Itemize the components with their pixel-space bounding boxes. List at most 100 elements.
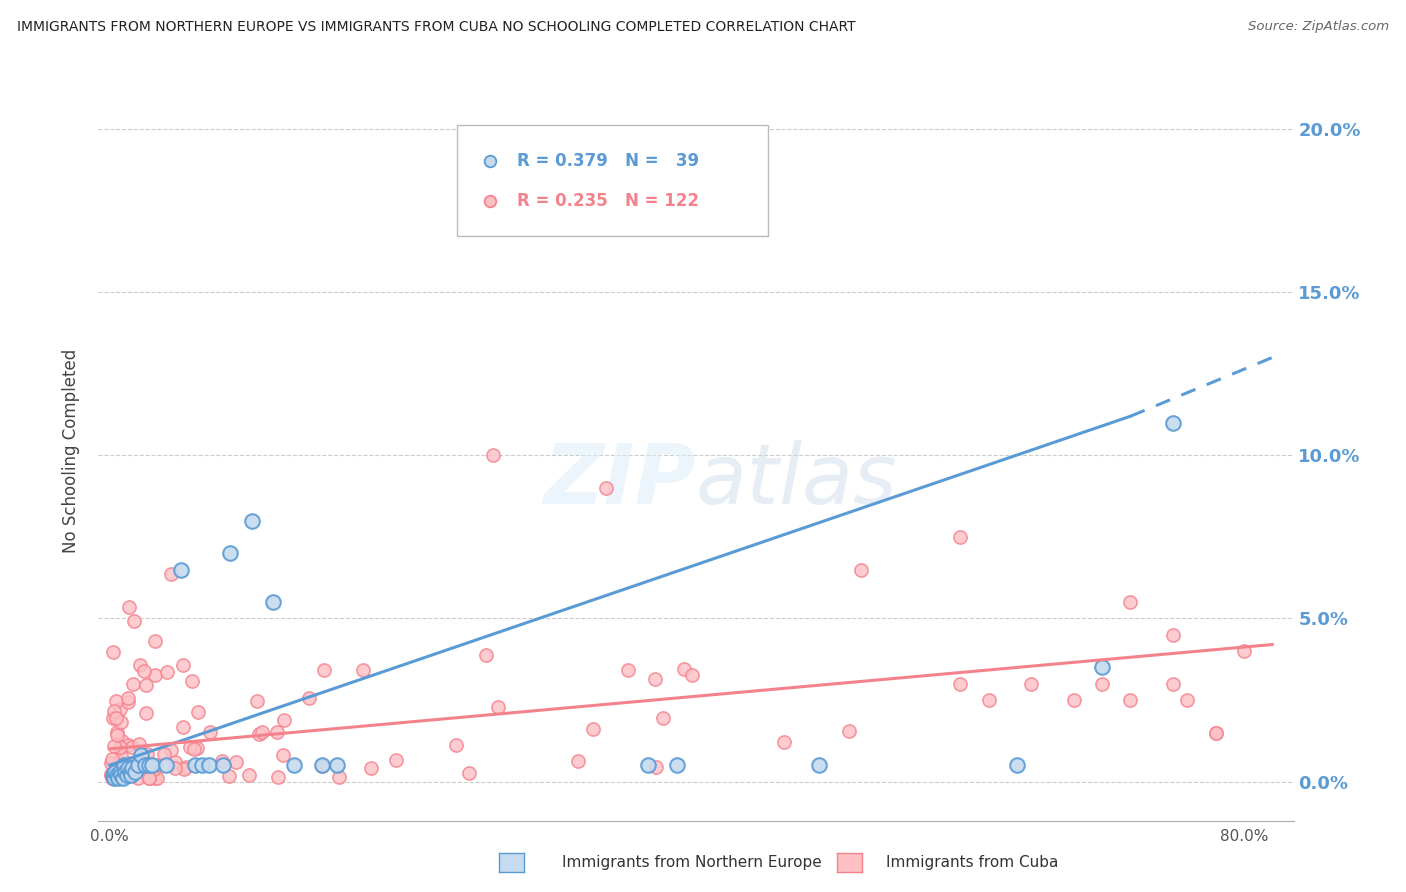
- Point: [117, 739, 139, 753]
- Point: [115, 769, 138, 783]
- Point: [101, 645, 124, 659]
- Point: [1175, 693, 1198, 707]
- Point: [246, 694, 269, 708]
- Point: [481, 448, 503, 462]
- Text: R = 0.235   N = 122: R = 0.235 N = 122: [517, 193, 699, 211]
- Point: [458, 765, 481, 780]
- Point: [129, 748, 152, 763]
- Point: [266, 725, 288, 739]
- Point: [115, 758, 138, 772]
- Point: [1233, 644, 1256, 658]
- Point: [105, 768, 128, 782]
- Text: atlas: atlas: [696, 440, 897, 521]
- Point: [250, 725, 273, 739]
- Point: [225, 756, 247, 770]
- Point: [219, 546, 242, 560]
- Point: [114, 762, 136, 776]
- Point: [198, 758, 221, 772]
- Point: [949, 676, 972, 690]
- Point: [104, 764, 127, 779]
- Point: [143, 762, 166, 776]
- Point: [110, 761, 132, 775]
- Point: [129, 658, 152, 673]
- Point: [582, 722, 605, 736]
- Point: [617, 663, 640, 677]
- Point: [145, 667, 167, 681]
- Y-axis label: No Schooling Completed: No Schooling Completed: [62, 349, 80, 552]
- Point: [165, 755, 187, 769]
- Point: [145, 757, 167, 772]
- Point: [107, 756, 129, 771]
- Point: [311, 758, 333, 772]
- Point: [103, 771, 125, 785]
- Point: [145, 771, 167, 785]
- Point: [179, 740, 201, 755]
- Point: [486, 700, 509, 714]
- Point: [135, 747, 157, 762]
- Point: [108, 739, 131, 754]
- Text: Source: ZipAtlas.com: Source: ZipAtlas.com: [1249, 20, 1389, 33]
- Point: [681, 667, 703, 681]
- Point: [110, 748, 132, 763]
- Point: [117, 691, 139, 706]
- Point: [567, 754, 589, 768]
- Point: [101, 768, 124, 782]
- Point: [172, 657, 194, 672]
- Point: [138, 771, 160, 785]
- Point: [101, 771, 124, 785]
- Point: [211, 755, 233, 769]
- Point: [104, 711, 127, 725]
- Point: [665, 758, 688, 772]
- Point: [122, 614, 145, 628]
- Point: [101, 710, 124, 724]
- Point: [672, 662, 695, 676]
- Point: [117, 761, 139, 775]
- Point: [475, 648, 498, 662]
- Text: ZIP: ZIP: [543, 440, 696, 521]
- Point: [849, 562, 872, 576]
- Point: [110, 715, 132, 730]
- Point: [108, 741, 131, 756]
- Point: [105, 725, 128, 739]
- Point: [1091, 660, 1114, 674]
- Point: [183, 741, 205, 756]
- Point: [238, 768, 260, 782]
- Text: Immigrants from Cuba: Immigrants from Cuba: [886, 855, 1059, 870]
- Point: [1205, 725, 1227, 739]
- Point: [100, 756, 122, 770]
- Point: [385, 754, 408, 768]
- Point: [360, 761, 382, 775]
- Point: [949, 530, 972, 544]
- Point: [172, 720, 194, 734]
- Point: [115, 768, 138, 782]
- Point: [138, 758, 160, 772]
- Point: [180, 674, 202, 689]
- Point: [115, 756, 138, 770]
- Point: [595, 481, 617, 495]
- Point: [1019, 676, 1042, 690]
- Point: [108, 702, 131, 716]
- Point: [218, 769, 240, 783]
- Point: [977, 693, 1000, 707]
- Point: [352, 663, 374, 677]
- Point: [110, 768, 132, 782]
- Point: [101, 752, 124, 766]
- Text: R = 0.379   N =   39: R = 0.379 N = 39: [517, 152, 699, 170]
- Point: [1161, 416, 1184, 430]
- Point: [271, 747, 294, 762]
- Point: [191, 758, 214, 772]
- Point: [174, 760, 197, 774]
- Point: [298, 691, 321, 706]
- Point: [132, 664, 155, 678]
- Point: [240, 514, 263, 528]
- Point: [114, 764, 136, 779]
- Point: [121, 761, 143, 775]
- Point: [283, 758, 305, 772]
- Point: [644, 672, 666, 686]
- Point: [152, 747, 174, 762]
- Point: [103, 771, 125, 785]
- Point: [312, 663, 335, 677]
- Point: [1063, 693, 1085, 707]
- Point: [135, 706, 157, 720]
- Point: [143, 634, 166, 648]
